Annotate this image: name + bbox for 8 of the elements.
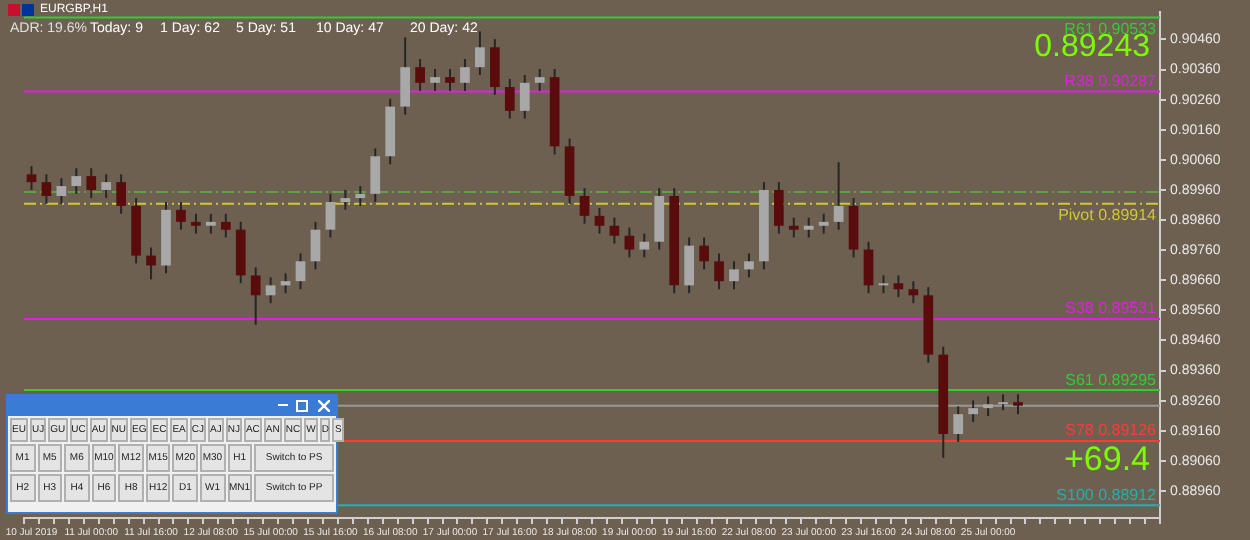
ref-line-label: Pivot 0.89914	[1058, 206, 1158, 225]
ref-line-label: R38 0.90287	[1064, 71, 1158, 90]
ref-line-label: S38 0.89531	[1065, 299, 1158, 318]
ref-line-label: S100 0.88912	[1056, 485, 1158, 504]
ref-line-label: R61 0.90533	[1064, 19, 1158, 38]
ref-line-label: S78 0.89126	[1065, 421, 1158, 440]
annotation: +69.4	[1063, 440, 1150, 478]
ref-line-label: S61 0.89295	[1065, 370, 1158, 389]
